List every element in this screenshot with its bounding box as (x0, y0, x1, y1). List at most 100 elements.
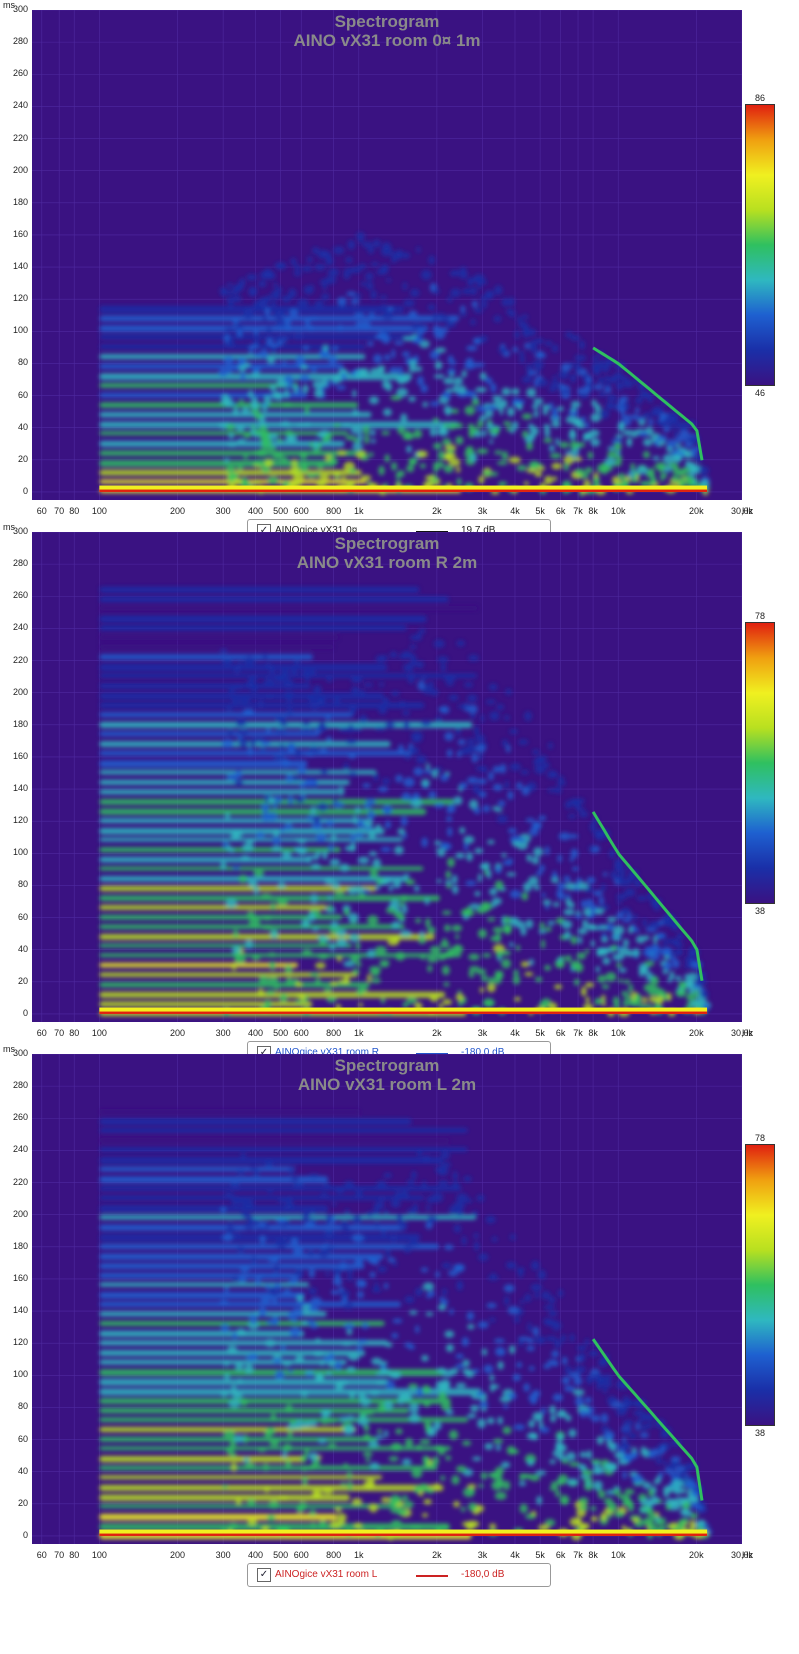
energy-blob (264, 1486, 270, 1493)
energy-blob (224, 1286, 229, 1294)
energy-blob (319, 279, 330, 286)
energy-blob (582, 919, 589, 929)
energy-blob (580, 1522, 590, 1530)
energy-blob (272, 451, 284, 460)
energy-blob (535, 1470, 547, 1476)
energy-blob (628, 925, 634, 934)
energy-blob (454, 269, 460, 276)
x-tick-label: 70 (54, 1550, 65, 1560)
legend-value: -180,0 dB (461, 1047, 505, 1058)
energy-streak (99, 712, 353, 718)
energy-blob (396, 1213, 403, 1224)
x-tick-label: 8k (588, 506, 598, 516)
energy-blob (576, 877, 583, 883)
energy-blob (654, 462, 667, 471)
energy-blob (660, 1444, 666, 1454)
energy-blob (269, 383, 277, 392)
energy-blob (452, 1181, 459, 1189)
energy-streak (99, 943, 353, 948)
energy-blob (393, 340, 405, 346)
energy-blob (300, 1217, 306, 1223)
y-tick-label: 180 (12, 196, 28, 207)
energy-blob (584, 1397, 592, 1404)
energy-blob (436, 878, 442, 884)
energy-blob (304, 317, 310, 327)
energy-blob (434, 360, 443, 370)
energy-blob (472, 784, 480, 794)
energy-blob (675, 421, 680, 429)
energy-blob (423, 1499, 432, 1505)
energy-blob (368, 396, 379, 405)
y-tick-label: 80 (17, 879, 28, 890)
energy-blob (673, 925, 679, 931)
energy-blob (699, 479, 710, 488)
energy-blob (477, 1418, 486, 1429)
energy-blob (663, 954, 670, 960)
energy-blob (367, 1256, 377, 1264)
energy-blob (357, 432, 363, 443)
energy-blob (372, 858, 382, 868)
energy-streak (99, 972, 359, 977)
energy-blob (457, 739, 466, 746)
energy-blob (615, 382, 624, 390)
energy-blob (439, 1378, 451, 1389)
energy-blob (536, 1495, 543, 1505)
energy-blob (346, 1366, 356, 1373)
energy-blob (468, 654, 479, 662)
energy-blob (401, 1190, 409, 1200)
energy-blob (600, 883, 606, 891)
energy-blob (284, 375, 294, 384)
y-tick-label: 260 (12, 590, 28, 601)
energy-blob (449, 1308, 454, 1315)
energy-blob (318, 748, 328, 755)
energy-blob (561, 388, 569, 396)
energy-blob (341, 1295, 348, 1305)
energy-blob (352, 389, 357, 398)
energy-blob (277, 882, 286, 889)
energy-blob (531, 1260, 540, 1271)
energy-blob (354, 832, 364, 838)
energy-blob (474, 431, 482, 438)
energy-blob (274, 336, 285, 343)
energy-blob (647, 1507, 653, 1514)
x-tick-label: 6k (555, 1550, 566, 1560)
energy-blob (232, 1332, 238, 1340)
energy-blob (417, 680, 426, 691)
energy-blob (665, 1503, 671, 1511)
energy-blob (568, 834, 579, 839)
energy-blob (526, 1459, 535, 1466)
energy-blob (508, 456, 521, 464)
energy-blob (526, 468, 537, 474)
energy-blob (639, 1424, 648, 1431)
energy-blob (673, 1497, 685, 1507)
energy-blob (655, 988, 664, 997)
energy-blob (512, 974, 521, 985)
energy-blob (244, 1462, 256, 1469)
energy-blob (581, 1469, 594, 1476)
legend-checkbox[interactable]: ✓ (257, 1568, 271, 1582)
energy-blob (528, 328, 537, 337)
energy-blob (577, 387, 584, 396)
energy-blob (319, 724, 325, 729)
x-tick-label: 10k (610, 1028, 626, 1038)
energy-blob (274, 1240, 284, 1247)
energy-blob (660, 948, 672, 956)
energy-blob (652, 944, 661, 955)
y-tick-label: 140 (12, 261, 28, 272)
energy-blob (491, 897, 502, 906)
energy-blob (475, 743, 486, 753)
legend-box[interactable]: ✓ AINOgice vX31 room L -180,0 dB (247, 1563, 551, 1587)
energy-blob (350, 266, 362, 274)
energy-blob (310, 893, 318, 904)
energy-blob (220, 1390, 229, 1397)
energy-streak (99, 334, 424, 340)
energy-blob (532, 749, 540, 755)
x-tick-label: 200 (169, 1550, 185, 1560)
energy-blob (466, 905, 472, 915)
energy-blob (322, 282, 327, 291)
energy-blob (488, 771, 494, 781)
energy-blob (419, 930, 425, 939)
energy-blob (411, 1468, 423, 1479)
grid (32, 1054, 742, 1544)
energy-blob (468, 969, 475, 978)
